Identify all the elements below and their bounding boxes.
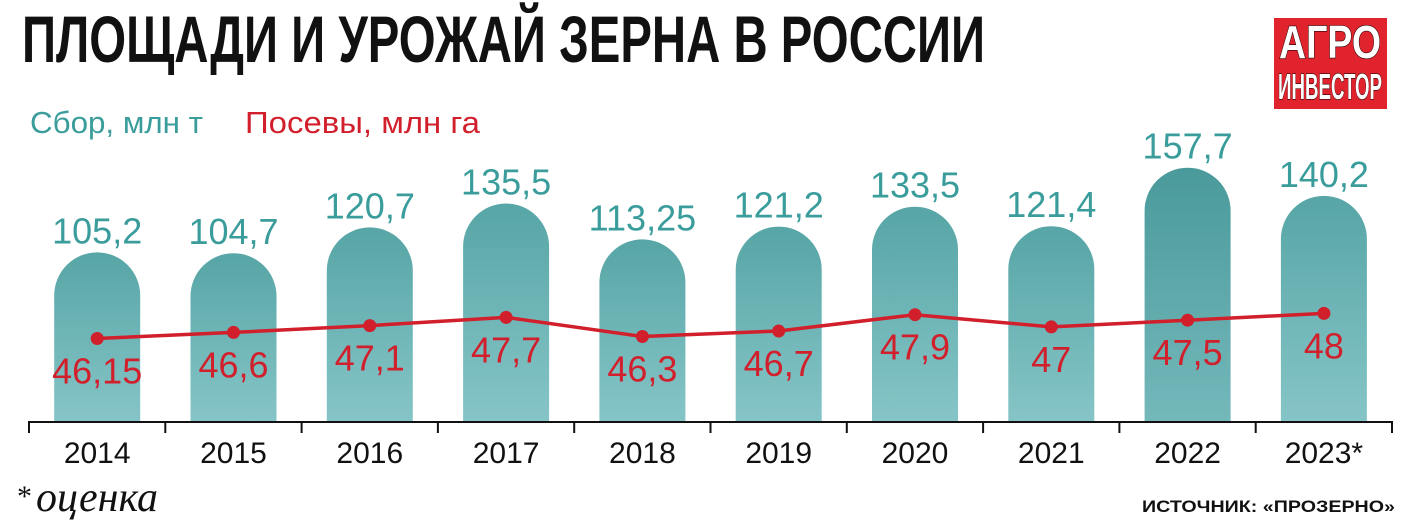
x-tick-label: 2015	[200, 437, 267, 470]
sown-area-point	[1044, 320, 1058, 334]
x-tick-label: 2021	[1018, 437, 1085, 470]
sown-area-label: 47	[1031, 339, 1071, 380]
harvest-bar	[735, 226, 822, 422]
x-tick-label: 2014	[64, 437, 131, 470]
legend-sown: Посевы, млн га	[245, 105, 481, 140]
sown-area-point	[772, 324, 786, 338]
harvest-value-label: 157,7	[1143, 126, 1233, 167]
harvest-bar	[1144, 167, 1231, 422]
harvest-value-label: 121,4	[1006, 184, 1096, 225]
x-tick-label: 2022	[1154, 437, 1221, 470]
harvest-value-label: 113,25	[589, 197, 696, 238]
x-tick-label: 2016	[336, 437, 403, 470]
sown-area-point	[499, 310, 513, 324]
sown-area-point	[635, 330, 649, 343]
x-tick-label: 2018	[609, 437, 676, 470]
source-note: ИСТОЧНИК: «ПРОЗЕРНО»	[1142, 497, 1395, 516]
sown-area-points	[90, 306, 1331, 345]
x-tick-label: 2017	[473, 437, 540, 470]
sown-area-label: 46,6	[198, 344, 268, 385]
x-ticks	[28, 422, 1393, 433]
sown-area-point	[90, 332, 104, 345]
x-tick-label: 2020	[882, 437, 949, 470]
chart-title: ПЛОЩАДИ И УРОЖАЙ ЗЕРНА В РОССИИ	[22, 1, 985, 76]
harvest-value-label: 105,2	[52, 210, 142, 251]
harvest-value-labels: 105,2 104,7 120,7 135,5 113,25 121,2 133,5 121,…	[52, 126, 1369, 253]
harvest-value-label: 121,2	[734, 185, 824, 226]
x-tick-labels: 2014 2015 2016 2017 2018 2019 2020 2021 2022 2023…	[64, 437, 1364, 470]
legend-harvest: Сбор, млн т	[30, 105, 203, 140]
harvest-value-label: 133,5	[870, 165, 960, 206]
harvest-bars	[54, 167, 1367, 422]
footnote-mark: *	[17, 480, 32, 513]
sown-area-label: 47,5	[1153, 332, 1223, 373]
footnote-text: оценка	[36, 475, 158, 521]
sown-area-label: 46,3	[607, 349, 677, 390]
sown-area-label: 48	[1304, 325, 1344, 366]
harvest-value-label: 104,7	[188, 211, 278, 252]
sown-area-label: 46,7	[744, 343, 814, 384]
sown-area-point	[363, 319, 377, 333]
sown-area-label: 46,15	[52, 351, 142, 392]
sown-area-label: 47,1	[335, 338, 405, 379]
harvest-value-label: 140,2	[1279, 154, 1369, 195]
x-tick-label: 2023*	[1285, 437, 1364, 470]
sown-area-point	[908, 308, 922, 322]
logo-background	[1274, 18, 1387, 109]
sown-area-labels: 46,15 46,6 47,1 47,7 46,3 46,7 47,9 47 47,5 48	[52, 325, 1344, 391]
sown-area-point	[1181, 313, 1195, 327]
sown-area-point	[227, 325, 240, 339]
sown-area-point	[1317, 306, 1331, 320]
sown-area-label: 47,7	[471, 329, 541, 370]
logo-line-1: АГРО	[1279, 16, 1381, 68]
x-tick-label: 2019	[745, 437, 812, 470]
logo-line-2: ИНВЕСТОР	[1278, 66, 1382, 107]
sown-area-label: 47,9	[880, 327, 950, 368]
harvest-value-label: 135,5	[461, 162, 551, 203]
harvest-value-label: 120,7	[325, 185, 415, 226]
publisher-logo: АГРО ИНВЕСТОР	[1274, 15, 1387, 109]
sown-area-line	[97, 311, 1324, 341]
